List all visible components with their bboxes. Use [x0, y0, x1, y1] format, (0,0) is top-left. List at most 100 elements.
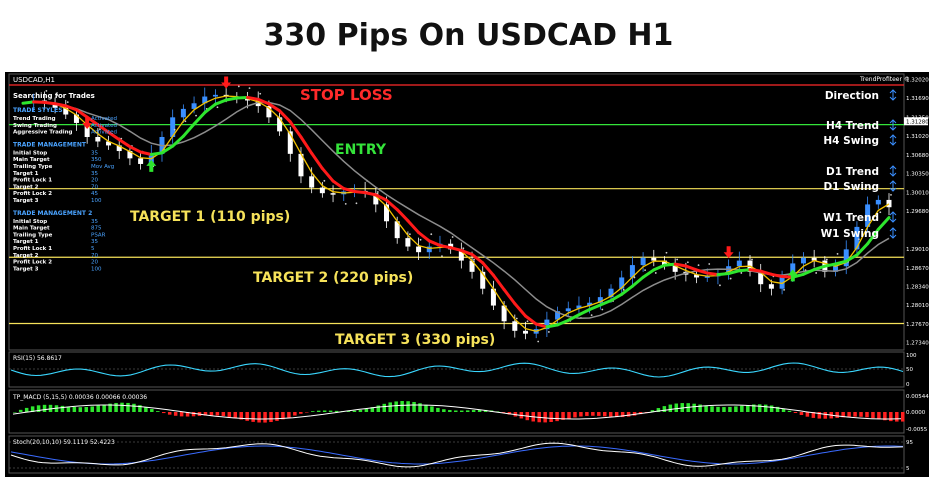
macd-label: TP_MACD (5,15,5) 0.00036 0.00066 0.00036: [12, 394, 147, 401]
trading-chart[interactable]: USDCAD,H1 TrendProfiteer © Searching for…: [5, 72, 929, 477]
macd-histogram-bar: [871, 412, 875, 419]
trend-ma-segment: [213, 98, 228, 106]
macd-histogram-bar: [668, 404, 673, 412]
macd-histogram-bar: [293, 412, 297, 416]
macd-histogram-bar: [459, 410, 464, 412]
candle-body: [597, 297, 603, 303]
trend-ma-segment: [716, 272, 731, 277]
psar-dot: [344, 202, 347, 205]
info-row-label: Initial Stop: [13, 150, 47, 156]
macd-histogram-bar: [269, 412, 273, 423]
price-tick-label: 1.29680: [906, 209, 929, 215]
info-row-value: 35: [91, 219, 98, 225]
macd-histogram-bar: [203, 412, 208, 416]
macd-histogram-bar: [752, 404, 756, 412]
candle-body: [426, 246, 432, 253]
info-row-value: 45: [91, 191, 98, 197]
trend-ma-segment: [278, 109, 292, 124]
macd-histogram-bar: [161, 412, 166, 414]
macd-histogram-bar: [567, 412, 571, 419]
macd-histogram-bar: [716, 406, 720, 412]
macd-histogram-bar: [644, 412, 649, 413]
macd-histogram-bar: [549, 412, 553, 422]
info-row-label: Target 1: [13, 171, 39, 177]
psar-dot: [45, 90, 48, 92]
psar-dot: [473, 258, 475, 261]
info-row-value: 35: [91, 171, 98, 177]
psar-dot: [56, 94, 58, 97]
trend-ma-segment: [299, 135, 314, 155]
macd-histogram-bar: [60, 405, 65, 412]
macd-histogram-bar: [42, 404, 47, 412]
psar-dot: [302, 163, 304, 165]
psar-dot: [184, 120, 187, 123]
macd-histogram-bar: [388, 402, 392, 412]
trend-ma-segment: [470, 252, 485, 265]
psar-dot: [237, 85, 240, 88]
candle-body: [73, 114, 79, 123]
trend-ma-segment: [502, 288, 517, 306]
candle-body: [106, 141, 112, 146]
trend-ma-segment: [812, 264, 827, 272]
macd-axis-label: -0.0055: [906, 427, 928, 433]
macd-histogram-bar: [728, 406, 732, 412]
trend-ma-segment: [769, 272, 784, 279]
trend-ma-segment: [534, 322, 549, 329]
candle-body: [501, 305, 507, 322]
psar-dot: [622, 288, 625, 291]
macd-histogram-bar: [30, 406, 35, 412]
trend-ma-segment: [834, 259, 848, 266]
candle-body: [619, 277, 625, 289]
level-label: TARGET 3 (330 pips): [335, 332, 495, 348]
candle-body: [629, 265, 635, 278]
macd-histogram-bar: [662, 406, 667, 412]
stoch-axis-label: 95: [906, 440, 913, 446]
stoch-d-line: [10, 445, 904, 465]
macd-histogram-bar: [501, 412, 506, 413]
macd-histogram-bar: [412, 401, 416, 412]
candle-body: [319, 187, 325, 194]
macd-histogram-bar: [817, 412, 822, 419]
sell-arrow-icon: [723, 246, 734, 259]
price-tick-label: 1.27340: [906, 341, 929, 347]
info-row-value: Mov Avg: [91, 164, 114, 170]
candle-body: [661, 260, 667, 266]
trend-label: Direction: [825, 90, 879, 102]
info-panel-title: TRADE MANAGEMENT: [13, 141, 87, 148]
trend-label: D1 Swing: [823, 181, 879, 193]
info-row-label: Main Target: [13, 226, 50, 232]
macd-histogram-bar: [263, 412, 267, 423]
macd-histogram-bar: [787, 410, 792, 412]
candle-body: [127, 151, 133, 159]
psar-dot: [216, 106, 219, 109]
trend-ma-segment: [684, 264, 699, 272]
trend-ma-segment: [523, 314, 538, 326]
trend-ma-segment: [449, 246, 463, 252]
macd-histogram-bar: [376, 405, 381, 412]
trend-ma-segment: [491, 273, 506, 292]
psar-dot: [601, 308, 604, 311]
trend-ma-segment: [128, 145, 143, 154]
info-row-label: Target 2: [13, 253, 39, 259]
candle-body: [587, 302, 593, 306]
candle-body: [800, 257, 806, 264]
trend-ma-segment: [21, 100, 36, 105]
macd-histogram-bar: [799, 412, 804, 416]
info-row-value: 100: [91, 266, 102, 272]
level-label: TARGET 2 (220 pips): [253, 270, 413, 286]
info-row-label: Initial Stop: [13, 219, 47, 225]
macd-histogram-bar: [614, 412, 619, 418]
psar-dot: [644, 269, 646, 272]
psar-dot: [654, 272, 657, 274]
macd-histogram-bar: [102, 404, 106, 412]
status-label: Searching for Trades: [13, 92, 95, 100]
trend-ma-segment: [117, 138, 132, 149]
psar-dot: [173, 128, 176, 131]
macd-histogram-bar: [775, 406, 780, 412]
macd-histogram-bar: [257, 412, 261, 423]
trend-ma-segment: [620, 284, 634, 296]
candle-body: [309, 176, 315, 188]
trend-ma-segment: [406, 219, 421, 235]
trend-ma-segment: [844, 253, 859, 263]
candle-body: [212, 94, 218, 97]
